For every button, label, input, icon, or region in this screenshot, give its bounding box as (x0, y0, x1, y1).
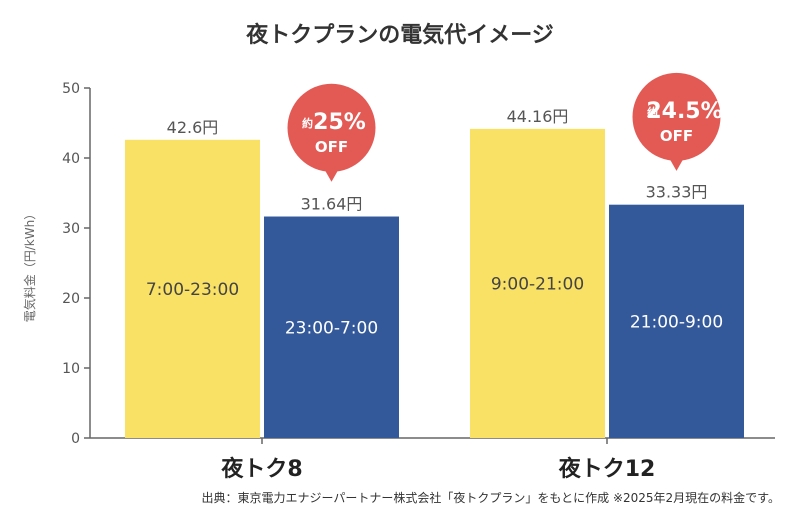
y-axis-label: 電気料金（円/kWh） (22, 208, 37, 322)
y-tick-label: 30 (62, 221, 80, 237)
bar (264, 216, 399, 438)
bar-value-label: 42.6円 (167, 118, 219, 137)
badge-percent: 25% (313, 110, 366, 135)
bar (470, 128, 605, 438)
badge-pointer (668, 156, 685, 171)
y-tick-label: 10 (62, 361, 80, 377)
bar-time-label: 21:00-9:00 (630, 312, 723, 332)
x-category-label: 夜トク8 (220, 456, 302, 482)
bar-time-label: 23:00-7:00 (285, 318, 378, 338)
bar-value-label: 44.16円 (507, 107, 569, 126)
chart-title: 夜トクプランの電気代イメージ (245, 22, 554, 48)
badge-circle (287, 83, 376, 172)
discount-badge: 約24.5% OFF (632, 72, 723, 171)
bar-value-label: 31.64円 (301, 195, 363, 214)
badge-off-label: OFF (315, 138, 348, 156)
badge-percent: 24.5% (646, 99, 722, 124)
bar (609, 204, 744, 438)
bar-time-label: 7:00-23:00 (146, 280, 239, 300)
bars: 42.6円 7:00-23:00 31.64円 23:00-7:00 44.16円 9:0… (125, 107, 744, 439)
discount-badge: 約 25% OFF (287, 83, 376, 182)
y-tick-label: 20 (62, 291, 80, 307)
badge-off-label: OFF (660, 127, 693, 145)
y-tick-label: 0 (71, 431, 80, 447)
axes: 0 10 20 30 40 50 夜トク8 夜トク12 (62, 81, 775, 482)
badge-prefix: 約 (647, 105, 658, 119)
source-note: 出典：東京電力エナジーパートナー株式会社「夜トクプラン」をもとに作成 ※2025… (202, 490, 781, 505)
bar-value-label: 33.33円 (646, 183, 708, 202)
y-tick-label: 50 (62, 81, 80, 97)
badge-prefix: 約 (302, 116, 313, 130)
x-category-label: 夜トク12 (558, 456, 656, 482)
y-tick-label: 40 (62, 151, 80, 167)
bar (125, 139, 260, 439)
badge-circle (632, 72, 721, 161)
badge-pointer (323, 167, 340, 182)
bar-time-label: 9:00-21:00 (491, 274, 584, 294)
